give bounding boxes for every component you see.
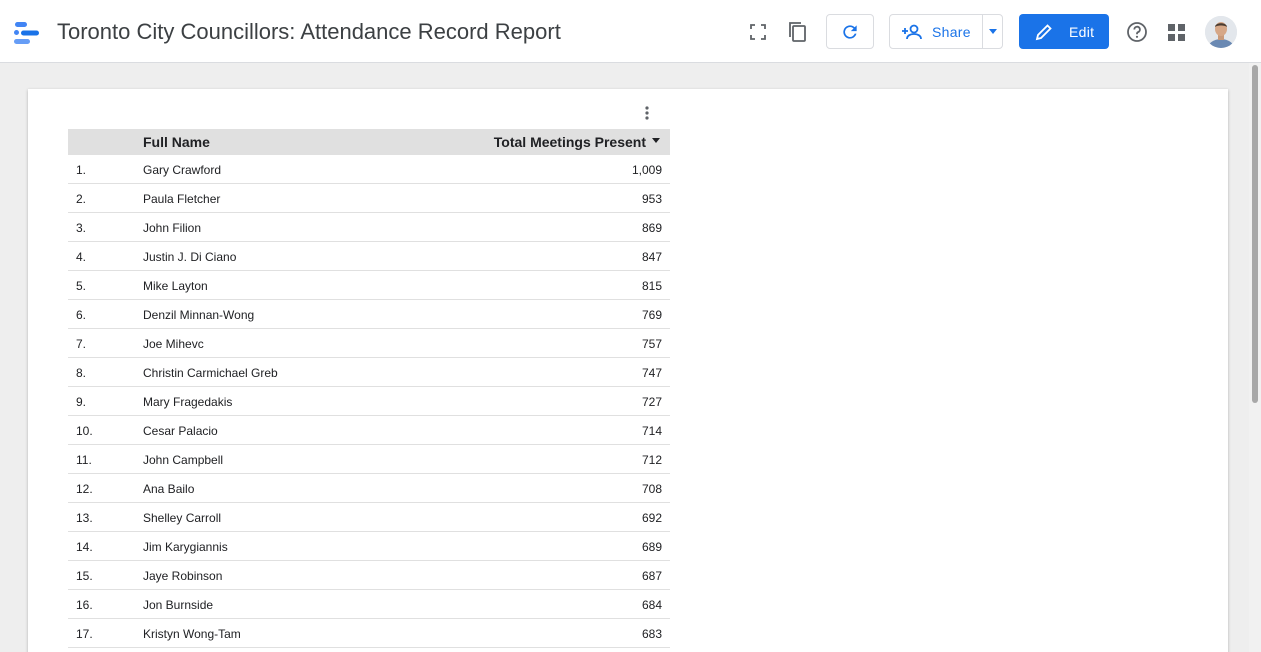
table-row[interactable]: 1. Gary Crawford 1,009 xyxy=(68,155,670,184)
councillor-name: Shelley Carroll xyxy=(143,511,222,525)
councillor-name: John Campbell xyxy=(143,453,224,467)
table-row[interactable]: 11. John Campbell 712 xyxy=(68,445,670,474)
row-index: 16. xyxy=(76,598,93,612)
refresh-icon xyxy=(843,24,857,39)
table-row[interactable]: 6. Denzil Minnan-Wong 769 xyxy=(68,300,670,329)
row-index: 11. xyxy=(76,453,92,467)
councillor-name: Christin Carmichael Greb xyxy=(143,366,278,380)
row-index: 4. xyxy=(76,250,87,264)
report-page: Full Name Total Meetings Present 1. Gary … xyxy=(28,89,1228,652)
councillor-name: Mike Layton xyxy=(143,279,208,293)
councillor-name: Joe Mihevc xyxy=(143,337,204,351)
avatar[interactable] xyxy=(1205,16,1237,48)
table-row[interactable]: 5. Mike Layton 815 xyxy=(68,271,670,300)
meetings-present-value: 747 xyxy=(641,366,662,380)
meetings-present-value: 727 xyxy=(641,395,662,409)
councillor-name: John Filion xyxy=(143,221,202,235)
meetings-present-value: 847 xyxy=(641,250,662,264)
table-header: Full Name Total Meetings Present xyxy=(68,129,670,155)
table-row[interactable]: 7. Joe Mihevc 757 xyxy=(68,329,670,358)
edit-label: Edit xyxy=(1069,23,1095,40)
share-label: Share xyxy=(932,23,971,40)
councillor-name: Ana Bailo xyxy=(143,482,195,496)
row-index: 12. xyxy=(76,482,93,496)
councillor-name: Jim Karygiannis xyxy=(143,540,228,554)
table-row[interactable]: 9. Mary Fragedakis 727 xyxy=(68,387,670,416)
looker-studio-logo-icon[interactable] xyxy=(13,20,43,46)
table-row[interactable]: 13. Shelley Carroll 692 xyxy=(68,503,670,532)
vertical-scrollbar[interactable] xyxy=(1249,63,1261,652)
meetings-present-value: 869 xyxy=(641,221,662,235)
meetings-present-value: 757 xyxy=(641,337,662,351)
meetings-present-value: 684 xyxy=(641,598,662,612)
apps-grid-icon[interactable] xyxy=(1164,20,1188,44)
column-header-total-meetings[interactable]: Total Meetings Present xyxy=(493,134,646,150)
table-row[interactable]: 3. John Filion 869 xyxy=(68,213,670,242)
share-button-group: Share xyxy=(889,14,1003,49)
table-row[interactable]: 2. Paula Fletcher 953 xyxy=(68,184,670,213)
meetings-present-value: 692 xyxy=(641,511,662,525)
report-title: Toronto City Councillors: Attendance Rec… xyxy=(57,19,561,44)
more-vert-icon[interactable] xyxy=(637,103,657,123)
councillor-name: Jon Burnside xyxy=(143,598,214,612)
share-options-dropdown[interactable] xyxy=(983,15,1002,48)
meetings-present-value: 769 xyxy=(641,308,662,322)
row-index: 17. xyxy=(76,627,93,641)
row-index: 9. xyxy=(76,395,87,409)
meetings-present-value: 714 xyxy=(641,424,662,438)
refresh-button[interactable] xyxy=(826,14,874,49)
column-header-full-name[interactable]: Full Name xyxy=(143,134,210,150)
attendance-table: Full Name Total Meetings Present 1. Gary … xyxy=(68,129,670,648)
councillor-name: Cesar Palacio xyxy=(143,424,218,438)
councillor-name: Gary Crawford xyxy=(143,163,222,177)
councillor-name: Denzil Minnan-Wong xyxy=(143,308,255,322)
meetings-present-value: 687 xyxy=(641,569,662,583)
row-index: 2. xyxy=(76,192,87,206)
meetings-present-value: 712 xyxy=(641,453,662,467)
table-row[interactable]: 8. Christin Carmichael Greb 747 xyxy=(68,358,670,387)
table-row[interactable]: 16. Jon Burnside 684 xyxy=(68,590,670,619)
row-index: 14. xyxy=(76,540,93,554)
copy-icon[interactable] xyxy=(785,19,809,45)
table-row[interactable]: 15. Jaye Robinson 687 xyxy=(68,561,670,590)
row-index: 13. xyxy=(76,511,93,525)
share-button[interactable]: Share xyxy=(890,15,983,48)
fullscreen-icon[interactable] xyxy=(746,20,770,44)
row-index: 10. xyxy=(76,424,93,438)
councillor-name: Jaye Robinson xyxy=(143,569,223,583)
chevron-down-icon xyxy=(988,29,997,34)
meetings-present-value: 683 xyxy=(641,627,662,641)
row-index: 3. xyxy=(76,221,87,235)
row-index: 15. xyxy=(76,569,93,583)
scrollbar-thumb[interactable] xyxy=(1252,65,1258,403)
councillor-name: Justin J. Di Ciano xyxy=(143,250,237,264)
row-index: 8. xyxy=(76,366,87,380)
table-row[interactable]: 4. Justin J. Di Ciano 847 xyxy=(68,242,670,271)
councillor-name: Paula Fletcher xyxy=(143,192,221,206)
row-index: 6. xyxy=(76,308,87,322)
row-index: 7. xyxy=(76,337,87,351)
table-row[interactable]: 17. Kristyn Wong-Tam 683 xyxy=(68,619,670,648)
pencil-icon xyxy=(1035,23,1052,40)
row-index: 5. xyxy=(76,279,87,293)
table-row[interactable]: 12. Ana Bailo 708 xyxy=(68,474,670,503)
table-row[interactable]: 14. Jim Karygiannis 689 xyxy=(68,532,670,561)
report-canvas: Full Name Total Meetings Present 1. Gary … xyxy=(0,63,1249,652)
table-body: 1. Gary Crawford 1,009 2. Paula Fletcher 953 3… xyxy=(68,155,670,648)
councillor-name: Mary Fragedakis xyxy=(143,395,233,409)
person-add-icon xyxy=(902,24,922,39)
meetings-present-value: 953 xyxy=(641,192,662,206)
meetings-present-value: 689 xyxy=(641,540,662,554)
meetings-present-value: 708 xyxy=(641,482,662,496)
help-icon[interactable] xyxy=(1125,20,1149,44)
meetings-present-value: 1,009 xyxy=(631,163,662,177)
top-bar: Toronto City Councillors: Attendance Rec… xyxy=(0,0,1261,63)
table-row[interactable]: 10. Cesar Palacio 714 xyxy=(68,416,670,445)
councillor-name: Kristyn Wong-Tam xyxy=(143,627,241,641)
meetings-present-value: 815 xyxy=(641,279,662,293)
sort-descending-icon[interactable] xyxy=(652,138,660,143)
row-index: 1. xyxy=(76,163,87,177)
edit-button[interactable]: Edit xyxy=(1019,14,1109,49)
